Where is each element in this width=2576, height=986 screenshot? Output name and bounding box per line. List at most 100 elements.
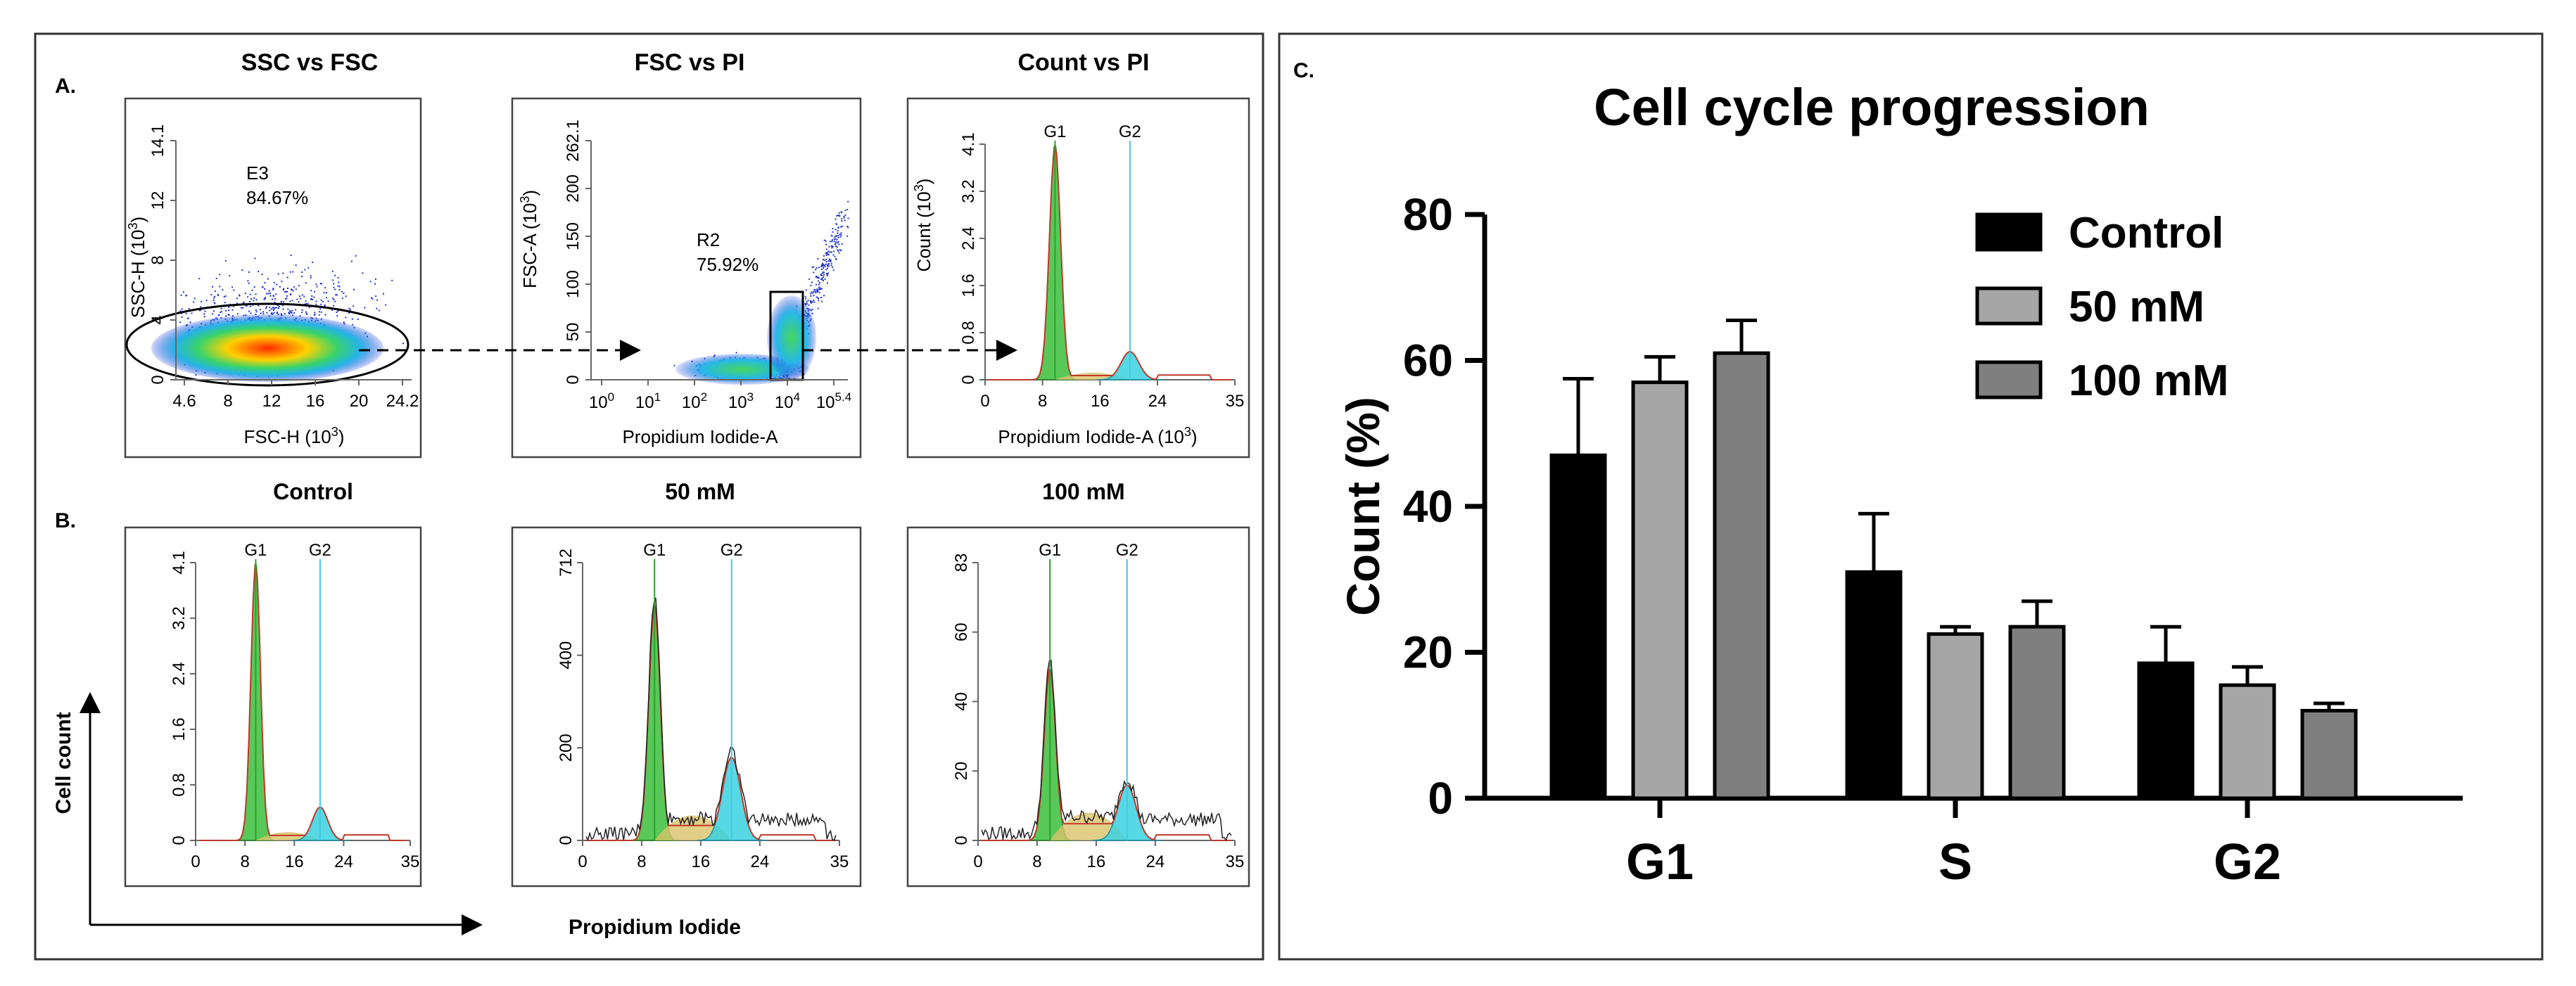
scatter-dot — [218, 314, 220, 316]
scatter-dot — [376, 299, 379, 301]
y-tick-label: 0 — [557, 835, 576, 845]
scatter-dot — [307, 267, 310, 269]
scatter-dot — [179, 321, 182, 324]
scatter-dot — [835, 243, 837, 245]
scatter-dot — [268, 290, 270, 292]
scatter-dot — [274, 302, 276, 303]
scatter-dot — [832, 266, 834, 268]
scatter-dot — [249, 305, 251, 307]
fit-envelope — [989, 146, 1231, 380]
density-core — [151, 314, 383, 382]
scatter-dot — [284, 290, 286, 293]
scatter-dot — [835, 258, 837, 260]
scatter-dot — [818, 288, 820, 290]
scatter-dot — [303, 295, 305, 297]
scatter-dot — [838, 243, 840, 245]
scatter-dot — [248, 271, 250, 273]
scatter-dot — [841, 218, 843, 220]
y-tick-label: 60 — [1403, 335, 1453, 386]
scatter-dot — [213, 297, 215, 299]
scatter-dot — [829, 241, 831, 243]
x-tick-label: 0 — [578, 852, 587, 871]
scatter-dot — [182, 291, 184, 293]
scatter-dot — [310, 298, 312, 300]
scatter-dot — [335, 294, 337, 296]
scatter-dot — [833, 241, 835, 243]
scatter-dot — [822, 259, 824, 261]
scatter-dot — [214, 302, 216, 305]
scatter-dot — [280, 313, 282, 315]
scatter-dot — [843, 217, 845, 219]
scatter-dot — [231, 286, 233, 288]
scatter-dot — [258, 271, 260, 273]
scatter-dot — [811, 281, 813, 283]
plot-ssc-vs-fsc: SSC vs FSC E3 84.67% 4.6 8 12 16 20 24.2 0 4 8 12… — [124, 49, 422, 459]
scatter-dot — [224, 260, 227, 262]
bar-50-mm-s — [1927, 632, 1984, 800]
y-tick-label: 0 — [148, 375, 167, 384]
y-tick-label: 3.2 — [959, 179, 978, 203]
y-tick-label: 400 — [557, 641, 576, 670]
scatter-dot — [283, 288, 285, 290]
scatter-dot — [832, 254, 835, 256]
scatter-dot — [225, 315, 227, 317]
scatter-dot — [331, 309, 333, 311]
scatter-dot — [220, 311, 222, 313]
x-tick-label: 103 — [728, 390, 754, 412]
scatter-dot — [826, 264, 828, 266]
scatter-dot — [364, 307, 366, 309]
y-tick-label: 0 — [1428, 773, 1453, 824]
fit-envelope — [586, 604, 836, 841]
scatter-dot — [818, 283, 820, 286]
scatter-dot — [228, 306, 230, 308]
scatter-dot — [374, 283, 376, 285]
scatter-dot — [353, 288, 355, 290]
scatter-dot — [362, 272, 364, 274]
scatter-dot — [820, 264, 823, 266]
scatter-dot — [827, 267, 828, 269]
scatter-dot — [814, 291, 816, 293]
scatter-dot — [313, 296, 315, 298]
scatter-dot — [402, 342, 404, 345]
scatter-dot — [826, 252, 828, 253]
scatter-dot — [838, 252, 840, 254]
scatter-dot — [244, 293, 246, 295]
x-tick-label: 24 — [750, 852, 769, 871]
scatter-dot — [338, 281, 340, 283]
scatter-dot — [844, 210, 846, 212]
scatter-dot — [840, 234, 842, 236]
scatter-dot — [272, 307, 274, 309]
scatter-dot — [295, 264, 297, 267]
scatter-dot — [812, 292, 814, 294]
scatter-dot — [291, 289, 293, 290]
scatter-dot — [826, 255, 828, 256]
panel-a-letter: A. — [55, 75, 76, 98]
y-tick-label: 2.4 — [959, 226, 978, 250]
x-tick-label: 100 — [589, 390, 614, 412]
y-tick-label: 40 — [1403, 481, 1453, 532]
scatter-dot — [827, 250, 830, 252]
scatter-dot — [839, 233, 841, 236]
scatter-dot — [336, 315, 338, 316]
scatter-dot — [272, 295, 274, 297]
scatter-dot — [837, 241, 839, 243]
scatter-dot — [348, 307, 350, 309]
scatter-dot — [293, 312, 296, 314]
scatter-dot — [837, 215, 839, 217]
x-tick-label: 0 — [973, 852, 982, 871]
scatter-dot — [247, 280, 249, 282]
scatter-dot — [288, 312, 290, 314]
scatter-dot — [840, 250, 842, 252]
gate-percent: 84.67% — [246, 187, 308, 208]
scatter-dot — [293, 286, 295, 288]
scatter-dot — [735, 352, 737, 354]
scatter-dot — [846, 209, 849, 210]
scatter-dot — [291, 300, 293, 302]
scatter-dot — [290, 311, 292, 313]
scatter-dot — [846, 225, 849, 227]
scatter-dot — [310, 290, 312, 292]
scatter-dot — [818, 297, 820, 300]
scatter-dot — [203, 313, 205, 315]
scatter-dot — [818, 277, 820, 279]
scatter-dot — [805, 289, 807, 291]
